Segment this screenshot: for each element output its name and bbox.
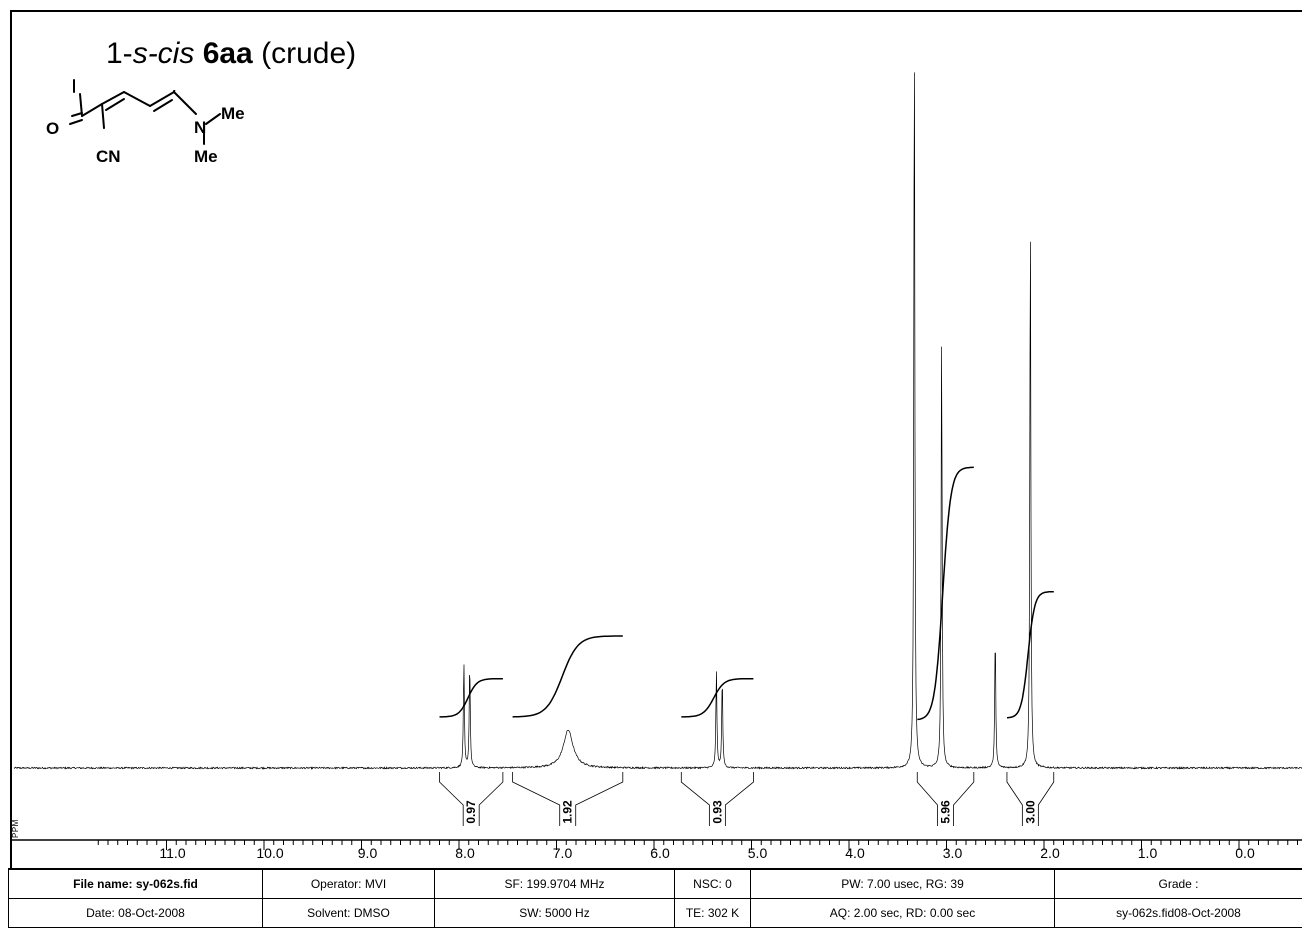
title-compound-id: 6aa xyxy=(203,37,253,70)
file-date-cell: sy-062s.fid08-Oct-2008 xyxy=(1055,899,1302,928)
x-tick-label: 10.0 xyxy=(256,845,283,861)
x-tick-label: 9.0 xyxy=(358,845,378,861)
acquisition-info-table: File name: sy-062s.fid Operator: MVI SF:… xyxy=(8,868,1302,928)
sw-cell: SW: 5000 Hz xyxy=(435,899,675,928)
oxygen-label: O xyxy=(46,119,59,138)
integral-brackets: 0.97 1.92 0.93 5.96 3.00 xyxy=(440,772,1054,826)
x-axis: 11.0 10.0 9.0 8.0 7.0 6.0 5.0 4.0 3.0 2.0 1.0 0.0 xyxy=(10,840,1302,861)
info-row: File name: sy-062s.fid Operator: MVI SF:… xyxy=(9,869,1302,899)
integral-value-label: 5.96 xyxy=(939,800,953,824)
nmr-spectrum: 11.0 10.0 9.0 8.0 7.0 6.0 5.0 4.0 3.0 2.0 1.0 0.0 0… xyxy=(0,0,1302,868)
x-tick-label: 5.0 xyxy=(748,845,768,861)
molecule-structure: O CN N Me Me xyxy=(46,80,245,166)
integral-curve xyxy=(917,467,974,719)
methyl-bottom-label: Me xyxy=(194,147,218,166)
integral-value-label: 0.97 xyxy=(464,800,478,824)
sf-cell: SF: 199.9704 MHz xyxy=(435,869,675,899)
info-row: Date: 08-Oct-2008 Solvent: DMSO SW: 5000… xyxy=(9,899,1302,928)
x-tick-label: 3.0 xyxy=(943,845,963,861)
title-prefix: 1- xyxy=(106,37,133,70)
operator-cell: Operator: MVI xyxy=(263,869,435,899)
x-tick-label: 6.0 xyxy=(650,845,670,861)
x-tick-label: 2.0 xyxy=(1040,845,1060,861)
nitrile-label: CN xyxy=(96,147,121,166)
axis-unit-label: PPM xyxy=(11,819,20,838)
title-italic: s-cis xyxy=(133,37,195,70)
pw-rg-cell: PW: 7.00 usec, RG: 39 xyxy=(751,869,1055,899)
integral-curve xyxy=(1007,592,1054,718)
aq-rd-cell: AQ: 2.00 sec, RD: 0.00 sec xyxy=(751,899,1055,928)
x-tick-label: 8.0 xyxy=(455,845,475,861)
x-tick-label: 0.0 xyxy=(1235,845,1255,861)
methyl-top-label: Me xyxy=(221,104,245,123)
x-tick-label: 7.0 xyxy=(553,845,573,861)
compound-title: 1-s-cis 6aa (crude) xyxy=(80,28,370,90)
spectrum-trace xyxy=(14,72,1302,768)
x-tick-label: 11.0 xyxy=(159,845,185,861)
nsc-cell: NSC: 0 xyxy=(675,869,751,899)
integral-curves xyxy=(440,467,1054,719)
integral-curve xyxy=(513,636,623,717)
nitrogen-label: N xyxy=(194,118,206,137)
x-tick-label: 4.0 xyxy=(845,845,865,861)
integral-curve xyxy=(440,679,503,717)
te-cell: TE: 302 K xyxy=(675,899,751,928)
title-suffix: (crude) xyxy=(261,37,356,70)
integral-value-label: 1.92 xyxy=(561,800,575,824)
integral-value-label: 3.00 xyxy=(1023,800,1037,824)
file-name-cell: File name: sy-062s.fid xyxy=(9,869,263,899)
date-cell: Date: 08-Oct-2008 xyxy=(9,899,263,928)
x-tick-label: 1.0 xyxy=(1138,845,1158,861)
integral-curve xyxy=(681,679,753,717)
grade-cell: Grade : xyxy=(1055,869,1302,899)
solvent-cell: Solvent: DMSO xyxy=(263,899,435,928)
integral-value-label: 0.93 xyxy=(710,800,724,824)
spectrum-line xyxy=(14,72,1302,768)
